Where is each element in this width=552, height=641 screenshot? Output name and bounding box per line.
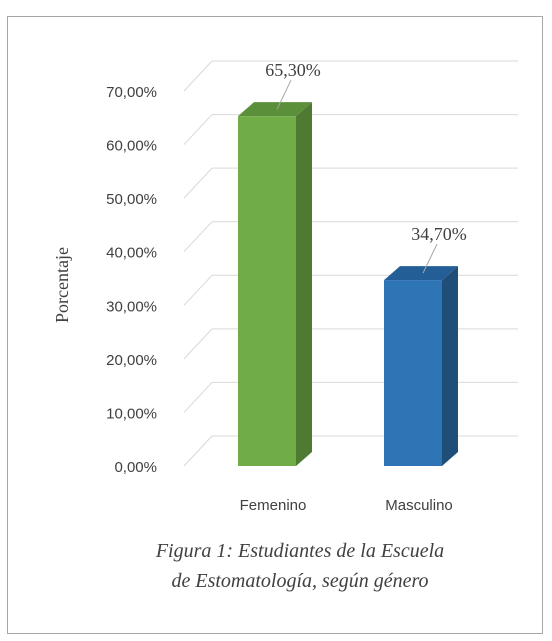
- y-axis-title: Porcentaje: [52, 247, 72, 323]
- bar-front-femenino: [238, 116, 296, 466]
- gridline-diagonal: [183, 114, 213, 145]
- bar-top-femenino: [238, 102, 312, 117]
- gridline-diagonal: [183, 60, 213, 92]
- data-label-leader: [276, 79, 292, 110]
- gridline-diagonal: [183, 382, 213, 413]
- y-tick-label: 70,00%: [106, 84, 157, 101]
- figure-caption-line-2: de Estomatología, según género: [171, 570, 429, 592]
- data-label: 34,70%: [411, 224, 467, 244]
- data-label-leader: [422, 243, 438, 274]
- y-tick-label: 40,00%: [106, 245, 157, 262]
- y-tick-label: 10,00%: [106, 405, 157, 422]
- y-tick-label: 30,00%: [106, 298, 157, 315]
- bar-front-masculino: [384, 280, 442, 466]
- gridline-diagonal: [183, 274, 213, 306]
- y-tick-label: 0,00%: [114, 459, 157, 476]
- gridline-diagonal: [183, 221, 213, 253]
- y-tick-label: 20,00%: [106, 352, 157, 369]
- bar-side-femenino: [296, 102, 312, 466]
- figure-caption-line-1: Figura 1: Estudiantes de la Escuela: [155, 540, 445, 562]
- x-tick-label: Femenino: [240, 497, 307, 514]
- bar-top-masculino: [384, 266, 458, 281]
- data-label: 65,30%: [265, 60, 321, 80]
- gridline-diagonal: [183, 435, 213, 467]
- y-tick-label: 60,00%: [106, 138, 157, 155]
- x-tick-label: Masculino: [385, 497, 453, 514]
- gridline-diagonal: [183, 167, 213, 199]
- y-tick-label: 50,00%: [106, 191, 157, 208]
- gridline-diagonal: [183, 328, 213, 360]
- bar-side-masculino: [442, 266, 458, 466]
